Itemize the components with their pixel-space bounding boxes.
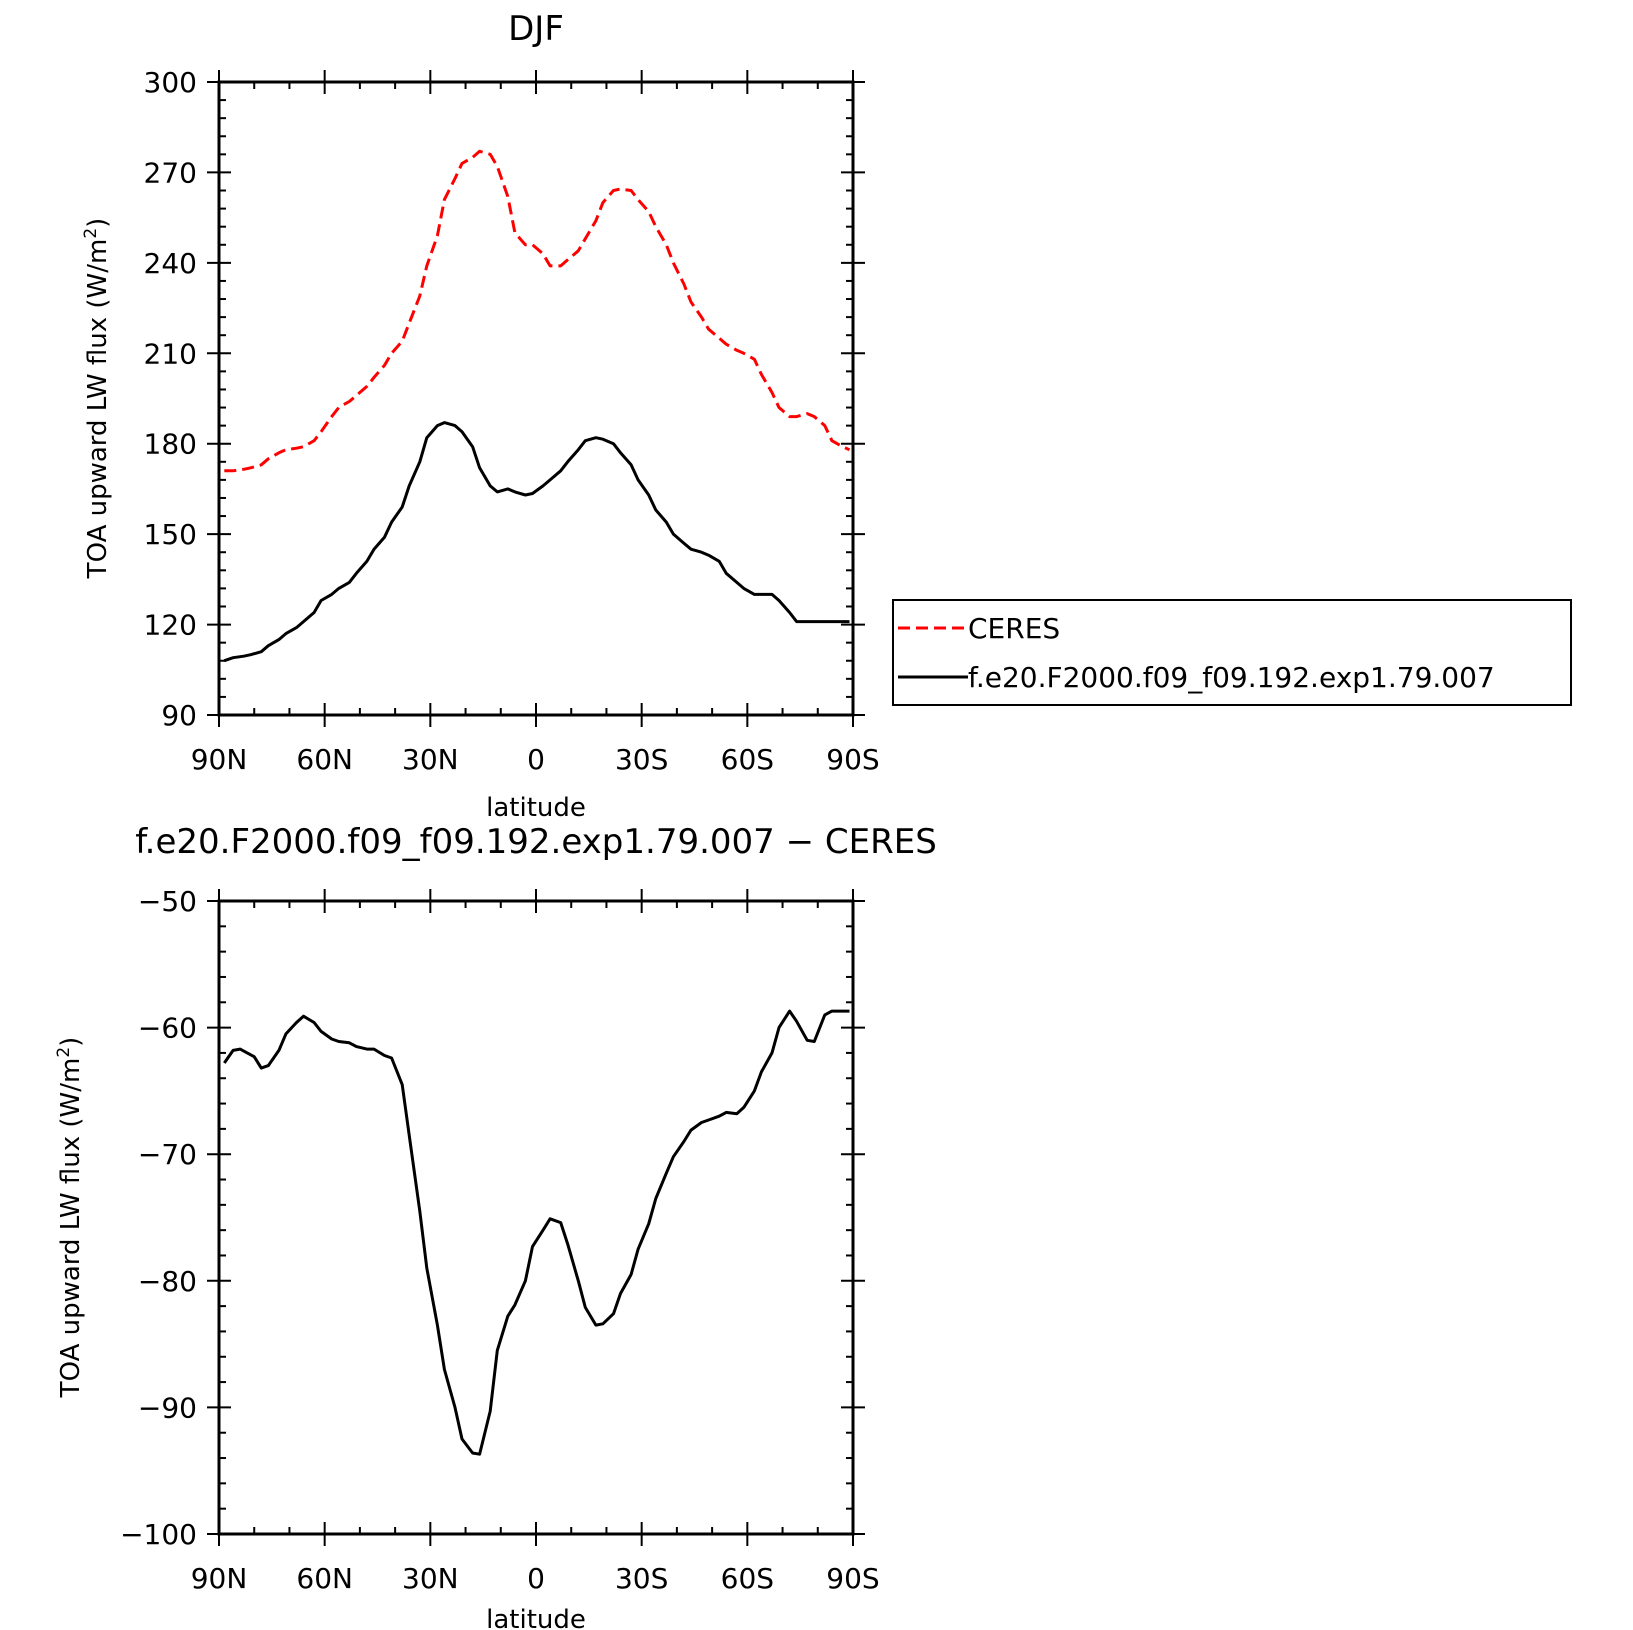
legend-label-model: f.e20.F2000.f09_f09.192.exp1.79.007 bbox=[968, 661, 1495, 694]
bottom-x-tick-label: 90N bbox=[191, 1562, 248, 1595]
bottom-y-tick-label: −100 bbox=[120, 1518, 197, 1551]
bottom-y-ticks: −100 −90 −80 −70 −60 −50 bbox=[120, 885, 865, 1551]
top-series-line-1 bbox=[223, 421, 850, 663]
top-y-axis-title: TOA upward LW flux (W/m2) bbox=[81, 218, 113, 580]
top-plot-frame bbox=[217, 80, 855, 717]
legend-box bbox=[892, 599, 1572, 706]
bottom-x-tick-label: 90S bbox=[826, 1562, 879, 1595]
top-plot-title: DJF bbox=[508, 9, 564, 49]
top-x-tick-label: 30N bbox=[402, 743, 459, 776]
bottom-y-tick-label: −70 bbox=[138, 1138, 197, 1171]
bottom-y-tick-label: −80 bbox=[138, 1265, 197, 1298]
top-y-axis-title-superscript: 2 bbox=[81, 228, 101, 239]
top-x-tick-label: 60N bbox=[296, 743, 353, 776]
top-y-tick-label: 270 bbox=[144, 156, 197, 189]
top-y-tick-label: 90 bbox=[161, 699, 197, 732]
top-x-axis-title: latitude bbox=[486, 793, 586, 823]
top-y-axis-title-main: TOA upward LW flux (W/m bbox=[83, 239, 113, 580]
top-x-tick-label: 60S bbox=[721, 743, 774, 776]
top-x-tick-label: 90S bbox=[826, 743, 879, 776]
bottom-x-tick-label: 60S bbox=[721, 1562, 774, 1595]
top-y-tick-label: 210 bbox=[144, 337, 197, 370]
bottom-x-axis-title: latitude bbox=[486, 1605, 586, 1630]
bottom-plot: f.e20.F2000.f09_f09.192.exp1.79.007 − CE… bbox=[54, 822, 937, 1630]
top-x-ticks: 90N 60N 30N 0 30S 60S 90S bbox=[191, 70, 880, 776]
legend: CERES f.e20.F2000.f09_f09.192.exp1.79.00… bbox=[892, 599, 1572, 706]
bottom-y-tick-label: −90 bbox=[138, 1391, 197, 1424]
bottom-y-axis-title-end: ) bbox=[56, 1037, 86, 1047]
bottom-x-tick-label: 60N bbox=[296, 1562, 353, 1595]
bottom-plot-title: f.e20.F2000.f09_f09.192.exp1.79.007 − CE… bbox=[135, 822, 937, 862]
bottom-x-tick-label: 0 bbox=[527, 1562, 545, 1595]
top-y-tick-label: 120 bbox=[144, 609, 197, 642]
bottom-x-tick-label: 30N bbox=[402, 1562, 459, 1595]
bottom-series-line-0 bbox=[223, 1009, 850, 1456]
top-x-tick-label: 90N bbox=[191, 743, 248, 776]
top-series-line-0 bbox=[224, 149, 851, 473]
bottom-y-axis-title-superscript: 2 bbox=[54, 1047, 74, 1058]
top-y-tick-label: 300 bbox=[144, 66, 197, 99]
top-y-ticks: 90 120 150 180 210 240 270 300 bbox=[144, 66, 865, 732]
bottom-x-ticks: 90N 60N 30N 0 30S 60S 90S bbox=[191, 889, 880, 1595]
top-y-tick-label: 150 bbox=[144, 518, 197, 551]
top-y-tick-label: 180 bbox=[144, 428, 197, 461]
bottom-y-tick-label: −60 bbox=[138, 1012, 197, 1045]
top-y-tick-label: 240 bbox=[144, 247, 197, 280]
top-series-lines bbox=[223, 149, 851, 663]
bottom-series-lines bbox=[223, 1009, 850, 1456]
bottom-y-axis-title-main: TOA upward LW flux (W/m bbox=[56, 1058, 86, 1399]
top-y-axis-title-end: ) bbox=[83, 218, 113, 228]
bottom-x-tick-label: 30S bbox=[615, 1562, 668, 1595]
top-plot: DJF 90 120 150 180 210 240 270 300 90N 60N 30N 0 30… bbox=[81, 9, 1572, 823]
bottom-y-tick-label: −50 bbox=[138, 885, 197, 918]
top-x-tick-label: 30S bbox=[615, 743, 668, 776]
bottom-y-axis-title: TOA upward LW flux (W/m2) bbox=[54, 1037, 86, 1399]
bottom-plot-frame bbox=[217, 899, 855, 1536]
legend-label-ceres: CERES bbox=[968, 612, 1060, 645]
top-x-tick-label: 0 bbox=[527, 743, 545, 776]
